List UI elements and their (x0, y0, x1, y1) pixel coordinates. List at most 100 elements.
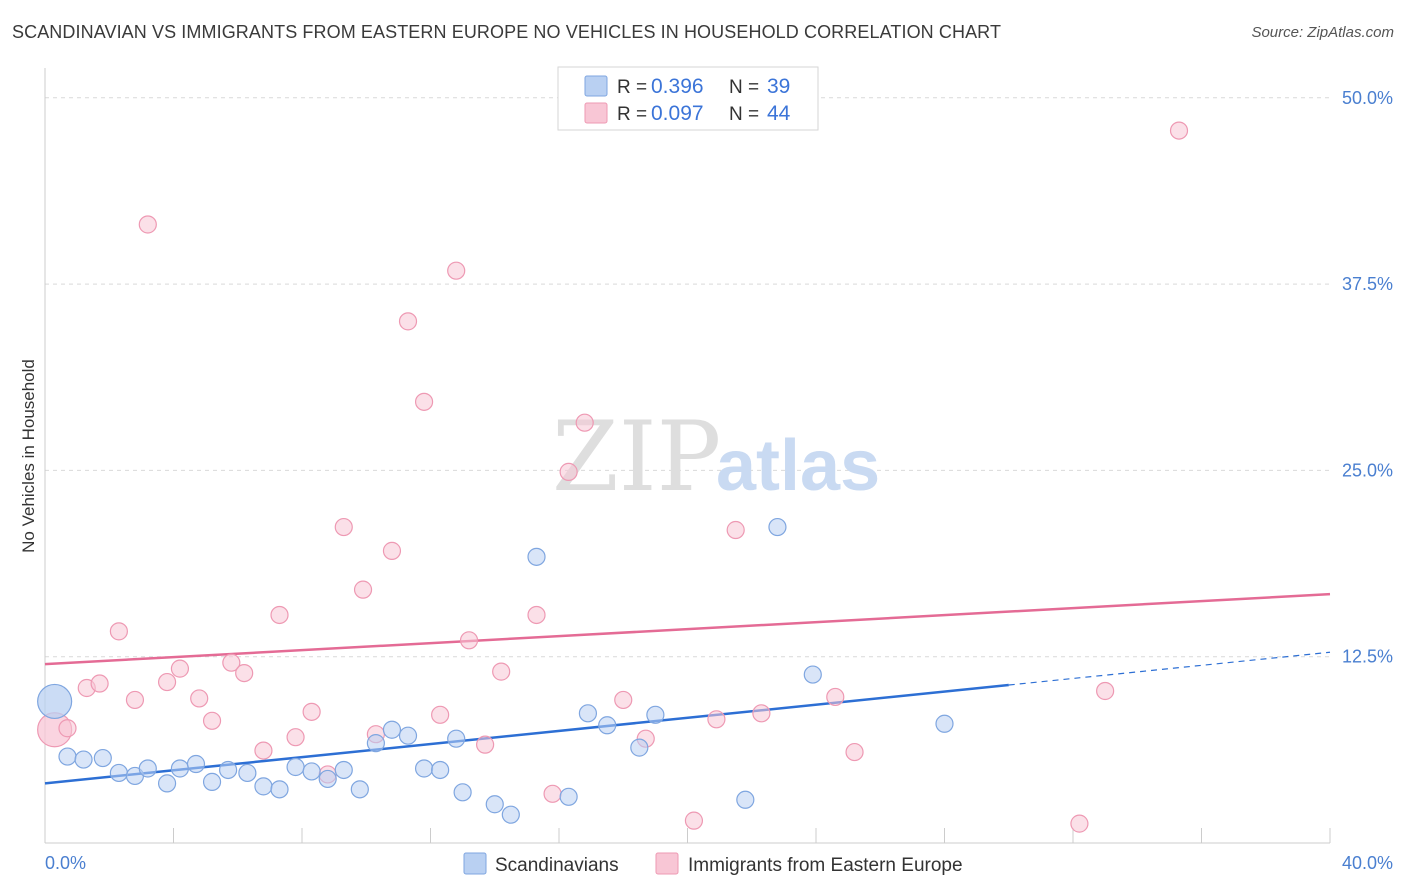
x-tick-label-min: 0.0% (45, 853, 86, 873)
data-point-scandinavians (186, 754, 206, 774)
legend-blue-n-value: 39 (767, 75, 790, 98)
data-point-scandinavians (431, 760, 450, 780)
data-point-eastern-europe (431, 705, 450, 724)
data-point-eastern-europe (527, 605, 546, 625)
top-legend: R = 0.396 N = 39 R = 0.097 N = 44 (557, 66, 819, 131)
y-tick-label: 37.5% (1342, 274, 1393, 294)
legend-blue-n-label: N = (729, 77, 759, 98)
data-point-eastern-europe (684, 811, 704, 830)
trend-line-eastern-europe (44, 592, 1331, 666)
x-ticks (173, 828, 1331, 843)
watermark-atlas: atlas (716, 426, 880, 506)
legend-pink-r-value: 0.097 (651, 102, 704, 125)
data-point-scandinavians (318, 769, 337, 789)
data-point-scandinavians (270, 780, 289, 799)
legend-pink-r-label: R = (617, 104, 647, 125)
data-point-scandinavians (138, 759, 157, 778)
data-point-scandinavians (58, 747, 77, 766)
data-point-eastern-europe (382, 541, 402, 560)
data-point-eastern-europe (109, 622, 128, 641)
data-point-eastern-europe (138, 215, 157, 234)
data-point-eastern-europe (334, 517, 353, 537)
data-point-scandinavians (238, 763, 257, 783)
data-point-eastern-europe (170, 659, 190, 678)
y-axis-title: No Vehicles in Household (19, 359, 38, 553)
data-point-eastern-europe (157, 672, 177, 692)
legend-pink-n-value: 44 (767, 102, 791, 125)
y-tick-label: 25.0% (1342, 460, 1393, 480)
grid-layer (45, 97, 1330, 658)
trend-line-scandinavians (44, 683, 1009, 785)
legend-blue-r-value: 0.396 (651, 75, 704, 98)
data-point-eastern-europe (726, 520, 745, 540)
data-point-eastern-europe (398, 312, 418, 331)
y-tick-label: 50.0% (1342, 88, 1393, 108)
data-point-eastern-europe (707, 710, 726, 729)
data-point-scandinavians (447, 729, 466, 748)
data-point-scandinavians (170, 759, 190, 778)
data-point-eastern-europe (90, 674, 109, 693)
data-point-scandinavians (350, 780, 369, 799)
data-point-eastern-europe (559, 462, 578, 481)
y-tick-label: 12.5% (1342, 647, 1393, 667)
data-point-scandinavians (578, 704, 598, 723)
bottom-legend-blue-label: Scandinavians (495, 855, 619, 876)
x-tick-label-max: 40.0% (1342, 853, 1393, 873)
data-point-eastern-europe (492, 662, 511, 681)
data-point-scandinavians (803, 665, 822, 684)
data-point-eastern-europe (1169, 121, 1189, 140)
bottom-legend: Scandinavians Immigrants from Eastern Eu… (463, 852, 963, 876)
data-point-eastern-europe (202, 711, 222, 730)
bottom-legend-pink-label: Immigrants from Eastern Europe (688, 855, 963, 876)
data-point-eastern-europe (414, 392, 434, 411)
data-point-scandinavians (334, 760, 353, 780)
data-point-eastern-europe (826, 687, 845, 707)
data-point-scandinavians (382, 720, 402, 739)
data-point-eastern-europe (190, 689, 209, 708)
data-point-scandinavians (398, 726, 418, 745)
data-point-scandinavians (109, 763, 128, 783)
data-points (37, 121, 1189, 833)
data-point-eastern-europe (447, 261, 466, 280)
data-point-scandinavians (157, 774, 177, 793)
data-point-scandinavians (527, 547, 546, 566)
data-point-eastern-europe (476, 735, 495, 754)
data-point-scandinavians (286, 757, 305, 777)
data-point-scandinavians (366, 734, 385, 753)
data-point-scandinavians (736, 790, 755, 809)
trend-lines (44, 592, 1331, 785)
data-point-eastern-europe (1096, 681, 1115, 701)
data-point-scandinavians (37, 683, 73, 720)
data-point-eastern-europe (302, 702, 321, 721)
data-point-eastern-europe (235, 663, 254, 683)
legend-blue-r-label: R = (617, 77, 647, 98)
data-point-eastern-europe (845, 742, 864, 762)
data-point-eastern-europe (270, 605, 289, 625)
data-point-scandinavians (219, 760, 238, 780)
chart-title: SCANDINAVIAN VS IMMIGRANTS FROM EASTERN … (12, 22, 1002, 42)
data-point-eastern-europe (575, 413, 594, 432)
data-point-eastern-europe (614, 690, 633, 710)
data-point-eastern-europe (543, 784, 562, 803)
data-point-scandinavians (302, 762, 321, 781)
trend-line-scandinavians-extension (1008, 651, 1331, 686)
legend-swatch-blue (584, 75, 608, 97)
data-point-eastern-europe (254, 741, 273, 760)
watermark: ZIP atlas (552, 401, 880, 513)
data-point-eastern-europe (752, 704, 771, 723)
data-point-scandinavians (74, 750, 93, 769)
data-point-scandinavians (646, 705, 665, 724)
data-point-eastern-europe (125, 690, 145, 710)
data-point-scandinavians (453, 783, 472, 802)
y-tick-labels: 12.5% 25.0% 37.5% 50.0% (1342, 88, 1393, 667)
chart-source: Source: ZipAtlas.com (1251, 24, 1394, 41)
data-point-scandinavians (501, 805, 520, 824)
data-point-scandinavians (935, 714, 954, 733)
data-point-eastern-europe (1070, 814, 1089, 833)
data-point-eastern-europe (459, 631, 479, 650)
bottom-legend-swatch-blue (463, 852, 487, 875)
data-point-scandinavians (202, 772, 222, 791)
legend-pink-n-label: N = (729, 104, 759, 125)
data-point-eastern-europe (222, 653, 241, 672)
